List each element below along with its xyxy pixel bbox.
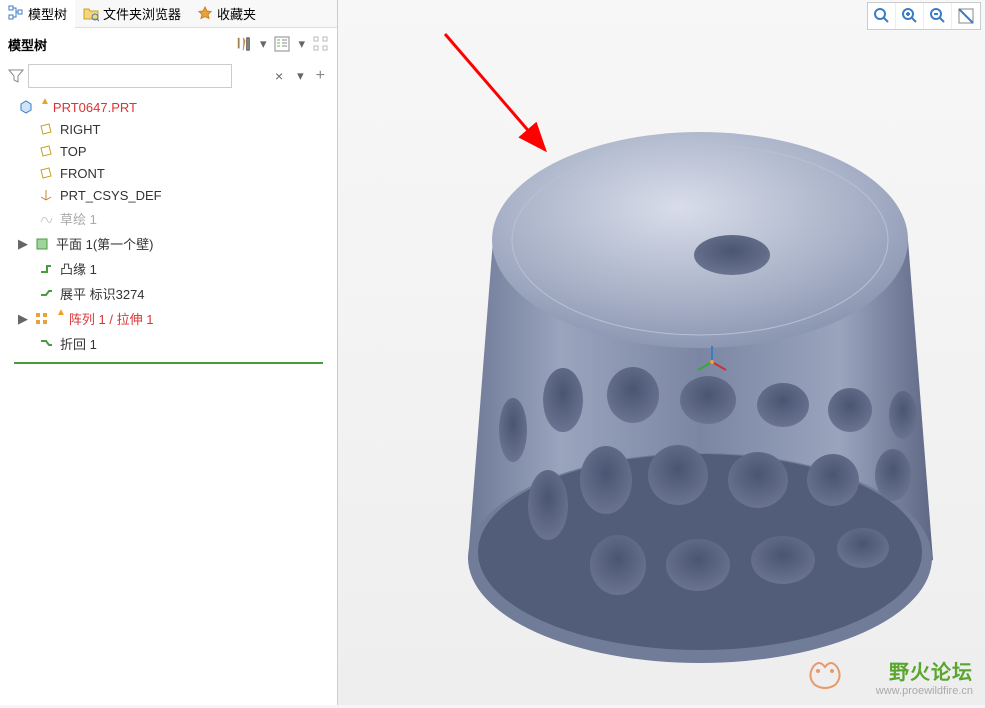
feature-icon xyxy=(34,236,50,252)
tools-icon[interactable] xyxy=(236,36,252,52)
tab-label: 模型树 xyxy=(28,4,67,23)
tree-label: FRONT xyxy=(60,166,105,181)
tree-item-plane1[interactable]: ▶ 平面 1(第一个壁) xyxy=(0,231,337,256)
tree-item-unfold[interactable]: 展平 标识3274 xyxy=(0,281,337,306)
tree-item-csys[interactable]: PRT_CSYS_DEF xyxy=(0,184,337,206)
tree-label: 阵列 1 / 拉伸 1 xyxy=(69,309,154,328)
toolbar-label: 模型树 xyxy=(8,35,47,54)
model-render xyxy=(338,0,985,705)
tab-favorites[interactable]: 收藏夹 xyxy=(189,0,264,27)
tab-label: 文件夹浏览器 xyxy=(103,4,181,23)
tab-label: 收藏夹 xyxy=(217,4,256,23)
tree-label: PRT0647.PRT xyxy=(53,100,137,115)
model-tree: ▲ PRT0647.PRT RIGHT TOP FRONT PRT_CSYS_D… xyxy=(0,92,337,705)
tab-folder-browser[interactable]: 文件夹浏览器 xyxy=(75,0,189,27)
tree-label: 草绘 1 xyxy=(60,209,97,228)
clear-icon[interactable]: × xyxy=(275,68,283,84)
zoom-out-button[interactable] xyxy=(924,3,952,29)
plane-icon xyxy=(38,165,54,181)
part-icon xyxy=(18,99,34,115)
tree-end-marker xyxy=(14,362,323,364)
tree-label: 折回 1 xyxy=(60,334,97,353)
search-row: × ▾ + xyxy=(0,60,337,92)
tree-label: RIGHT xyxy=(60,122,100,137)
filter-icon[interactable] xyxy=(8,68,24,84)
search-dropdown-icon[interactable]: ▾ xyxy=(293,68,308,84)
settings-icon[interactable] xyxy=(313,36,329,52)
viewport[interactable]: 野火论坛 www.proewildfire.cn xyxy=(338,0,985,705)
warning-icon: ▲ xyxy=(56,307,66,318)
tree-label: TOP xyxy=(60,144,87,159)
zoom-fit-button[interactable] xyxy=(868,3,896,29)
tree-toolbar: 模型树 ▾ ▾ xyxy=(0,28,337,60)
add-icon[interactable]: + xyxy=(312,67,329,85)
star-icon xyxy=(197,6,213,22)
tree-label: 凸缘 1 xyxy=(60,259,97,278)
tree-icon xyxy=(8,5,24,21)
sketch-icon xyxy=(38,211,54,227)
tree-item-right[interactable]: RIGHT xyxy=(0,118,337,140)
tree-item-fold[interactable]: 折回 1 xyxy=(0,331,337,356)
expand-icon[interactable]: ▶ xyxy=(18,311,28,327)
left-panel: 模型树 文件夹浏览器 收藏夹 模型树 ▾ xyxy=(0,0,338,705)
tree-label: 展平 标识3274 xyxy=(60,284,145,303)
plane-icon xyxy=(38,143,54,159)
tree-root[interactable]: ▲ PRT0647.PRT xyxy=(0,96,337,118)
flange-icon xyxy=(38,261,54,277)
pattern-icon xyxy=(34,311,50,327)
dropdown-icon[interactable]: ▾ xyxy=(298,36,305,52)
watermark-title: 野火论坛 xyxy=(876,656,973,685)
watermark-url: www.proewildfire.cn xyxy=(876,685,973,697)
fold-icon xyxy=(38,336,54,352)
panel-tabs: 模型树 文件夹浏览器 收藏夹 xyxy=(0,0,337,28)
zoom-in-button[interactable] xyxy=(896,3,924,29)
refit-button[interactable] xyxy=(952,3,980,29)
tree-label: PRT_CSYS_DEF xyxy=(60,188,162,203)
watermark: 野火论坛 www.proewildfire.cn xyxy=(876,656,973,697)
tab-model-tree[interactable]: 模型树 xyxy=(0,0,75,29)
warning-icon: ▲ xyxy=(40,96,50,107)
tree-item-sketch[interactable]: 草绘 1 xyxy=(0,206,337,231)
unfold-icon xyxy=(38,286,54,302)
tree-item-pattern[interactable]: ▶ ▲ 阵列 1 / 拉伸 1 xyxy=(0,306,337,331)
csys-icon xyxy=(38,187,54,203)
list-icon[interactable] xyxy=(274,36,290,52)
search-input[interactable] xyxy=(28,64,232,88)
tree-label: 平面 1(第一个壁) xyxy=(56,234,154,253)
view-toolbar xyxy=(867,2,981,30)
folder-icon xyxy=(83,6,99,22)
tree-item-front[interactable]: FRONT xyxy=(0,162,337,184)
expand-icon[interactable]: ▶ xyxy=(18,236,28,252)
tree-item-top[interactable]: TOP xyxy=(0,140,337,162)
dropdown-icon[interactable]: ▾ xyxy=(260,36,267,52)
plane-icon xyxy=(38,121,54,137)
watermark-logo xyxy=(805,657,845,693)
tree-item-flange[interactable]: 凸缘 1 xyxy=(0,256,337,281)
